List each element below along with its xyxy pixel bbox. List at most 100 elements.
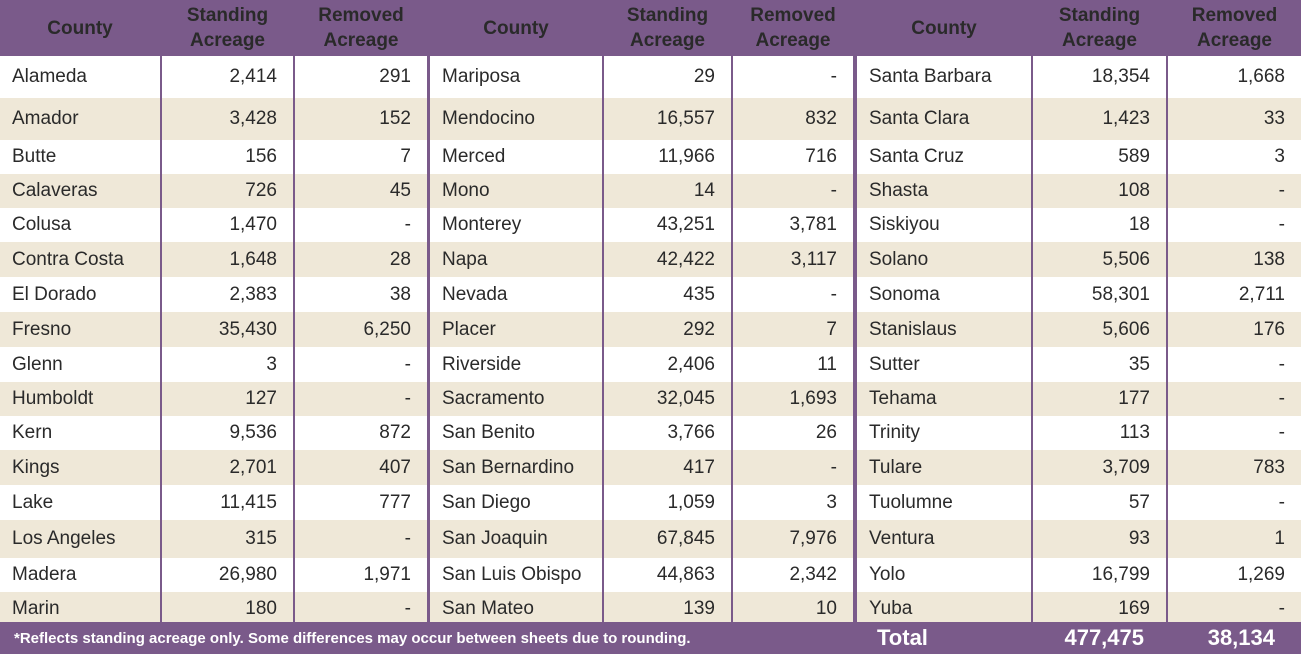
total-standing: 477,475 [1064,625,1144,650]
table-row: Tehama 177- [857,382,1301,416]
cell-county: Santa Barbara [869,66,992,87]
cell-county: Mendocino [442,108,535,129]
cell-county: Riverside [442,353,522,375]
table-row: Santa Barbara 18,354 1,668 [857,56,1301,98]
cell-removed: - [293,208,427,242]
cell-county: Solano [869,248,929,270]
table-row: Butte 156 7 [0,140,427,174]
cell-county: Amador [12,108,79,129]
cell-county: Yolo [869,564,906,585]
table-row: Solano 5,506 138 [857,242,1301,277]
cell-standing: 2,383 [160,277,293,312]
total-row: Total 477,475 38,134 [857,622,1301,654]
cell-standing: 180 [160,592,293,626]
table-header: County Standing Acreage Removed Acreage [0,0,427,56]
cell-standing: 18,354 [1031,56,1166,98]
cell-standing: 9,536 [160,416,293,450]
cell-removed: 1,668 [1166,56,1301,98]
cell-standing: 3,709 [1031,450,1166,485]
table-row: San Benito 3,766 26 [430,416,853,450]
header-county: County [911,17,977,39]
cell-county: Lake [12,491,54,513]
cell-standing: 42,422 [602,242,731,277]
cell-county: Colusa [12,214,72,235]
cell-removed: 26 [731,416,853,450]
cell-county: El Dorado [12,283,97,305]
cell-standing: 1,423 [1031,98,1166,140]
cell-removed: 291 [293,56,427,98]
cell-standing: 292 [602,312,731,347]
header-standing-acreage: Standing Acreage [602,0,731,56]
cell-standing: 156 [160,140,293,174]
table-body: Mariposa 29- Mendocino 16,557 832 Merced 11,96… [430,56,853,626]
table-row: Yuba 169- [857,592,1301,626]
cell-removed: 872 [293,416,427,450]
cell-standing: 58,301 [1031,277,1166,312]
cell-county: Sacramento [442,388,545,409]
table-row: Glenn 3- [0,347,427,382]
table-body: Alameda 2,414 291 Amador 3,428 152 Butte 156 7 Ca… [0,56,427,626]
table-row: Trinity 113- [857,416,1301,450]
cell-county: Kings [12,456,60,478]
cell-removed: 832 [731,98,853,140]
footnote: *Reflects standing acreage only. Some di… [0,622,857,654]
cell-standing: 417 [602,450,731,485]
table-row: Calaveras 726 45 [0,174,427,208]
cell-removed: - [1166,485,1301,520]
table-row: Tulare 3,709 783 [857,450,1301,485]
cell-removed: - [731,56,853,98]
cell-removed: - [1166,347,1301,382]
cell-removed: - [1166,174,1301,208]
cell-county: Fresno [12,318,72,340]
cell-county: Sutter [869,353,920,375]
cell-removed: - [731,174,853,208]
table-row: Yolo 16,799 1,269 [857,558,1301,592]
table-row: Santa Cruz 589 3 [857,140,1301,174]
cell-county: San Mateo [442,598,534,619]
header-standing-acreage: Standing Acreage [1031,0,1166,56]
cell-county: San Benito [442,422,535,443]
cell-removed: - [1166,416,1301,450]
table-row: Nevada 435- [430,277,853,312]
cell-standing: 169 [1031,592,1166,626]
cell-standing: 11,966 [602,140,731,174]
table-row: Sonoma 58,301 2,711 [857,277,1301,312]
cell-county: Los Angeles [12,528,116,549]
cell-county: Sonoma [869,283,940,305]
cell-standing: 44,863 [602,558,731,592]
cell-county: Mariposa [442,66,521,87]
cell-standing: 3 [160,347,293,382]
cell-county: Shasta [869,180,929,201]
cell-removed: 2,342 [731,558,853,592]
cell-removed: 7 [731,312,853,347]
cell-county: Madera [12,564,77,585]
cell-standing: 16,557 [602,98,731,140]
cell-removed: - [731,277,853,312]
cell-county: Alameda [12,66,87,87]
cell-county: Siskiyou [869,214,940,235]
cell-standing: 139 [602,592,731,626]
cell-standing: 315 [160,520,293,558]
cell-standing: 29 [602,56,731,98]
cell-county: Ventura [869,528,935,549]
cell-county: Contra Costa [12,248,124,270]
cell-standing: 3,428 [160,98,293,140]
cell-standing: 435 [602,277,731,312]
cell-county: Tuolumne [869,491,953,513]
cell-removed: - [1166,592,1301,626]
cell-removed: 1,269 [1166,558,1301,592]
table-row: El Dorado 2,383 38 [0,277,427,312]
cell-removed: - [1166,382,1301,416]
cell-removed: 152 [293,98,427,140]
cell-removed: - [293,592,427,626]
table-row: San Joaquin 67,845 7,976 [430,520,853,558]
cell-standing: 2,414 [160,56,293,98]
cell-removed: 1,971 [293,558,427,592]
cell-removed: 1 [1166,520,1301,558]
cell-removed: 777 [293,485,427,520]
table-block-2: County Standing Acreage Removed Acreage … [430,0,853,626]
table-row: Lake 11,415 777 [0,485,427,520]
table-row: Tuolumne 57- [857,485,1301,520]
table-row: Los Angeles 315- [0,520,427,558]
